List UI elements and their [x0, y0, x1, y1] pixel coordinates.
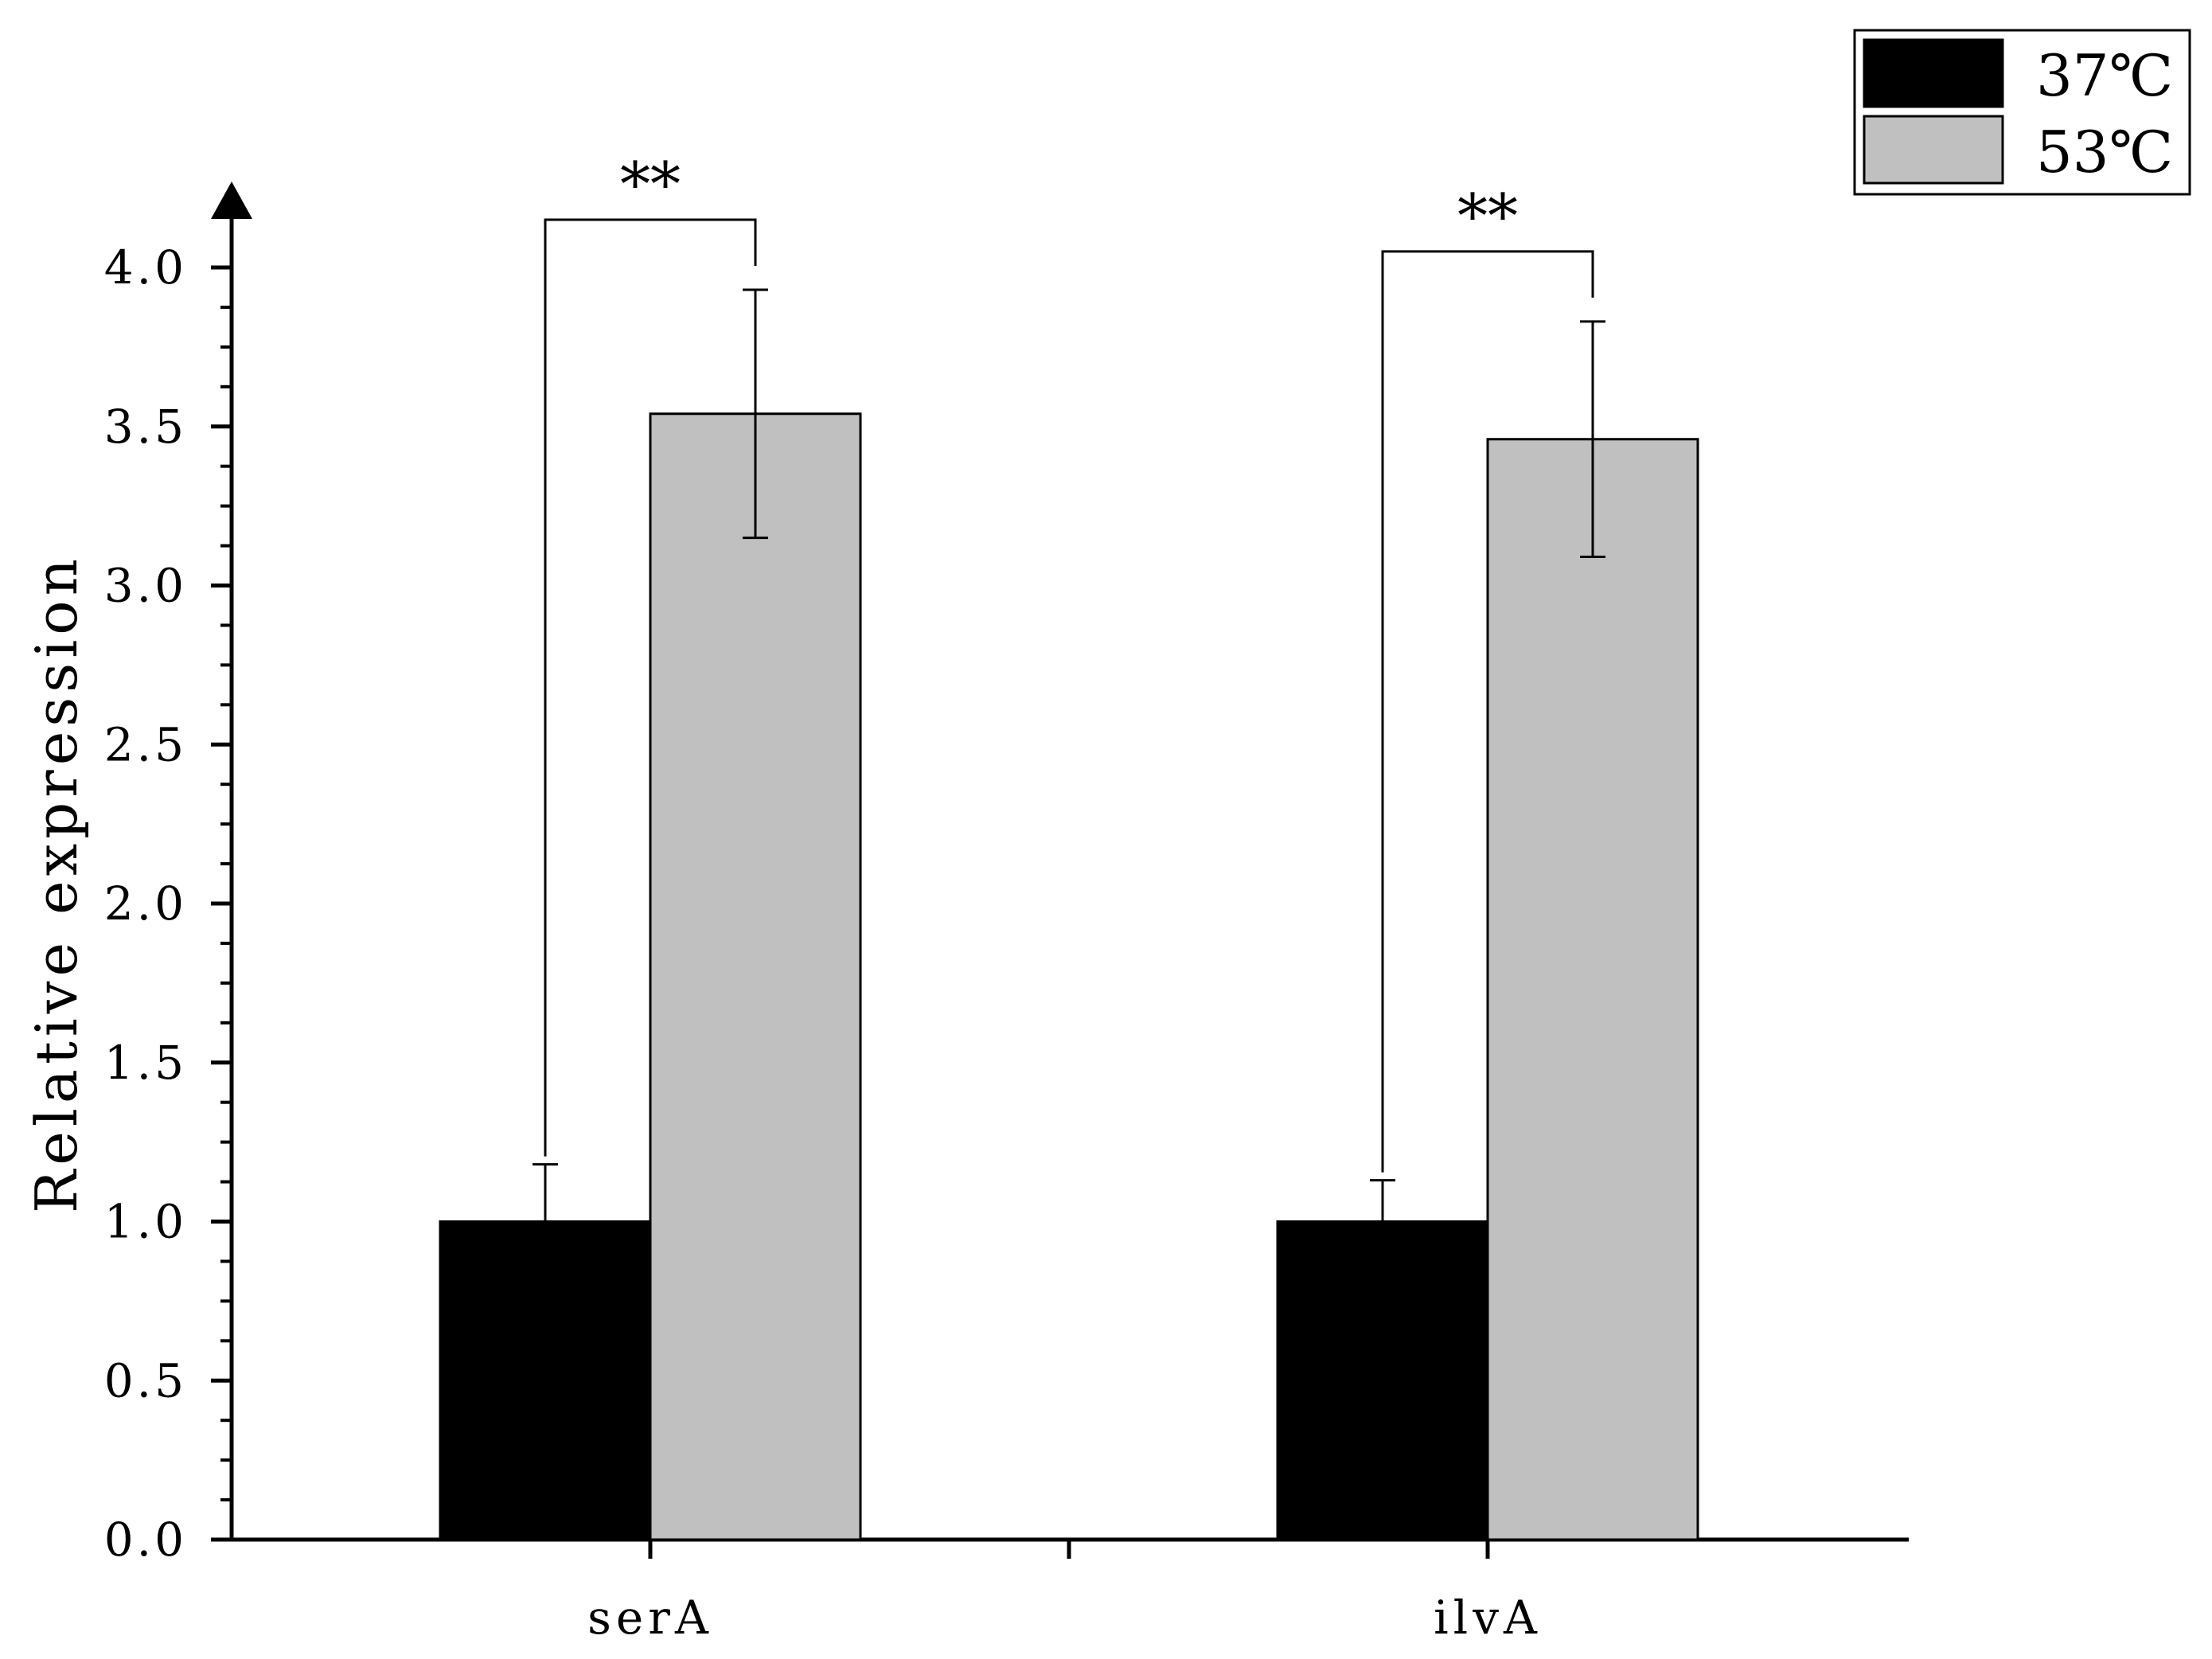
y-tick-label: 3.5	[104, 400, 187, 454]
bar	[439, 1220, 652, 1541]
y-tick-label: 2.0	[104, 876, 187, 931]
x-ticks	[648, 1540, 1490, 1559]
bar	[1486, 438, 1699, 1541]
legend-label: 53℃	[2036, 119, 2173, 185]
x-axis: serA ilvA	[232, 1537, 1909, 1645]
x-tick-label: ilvA	[1434, 1591, 1542, 1645]
y-tick-label: 1.5	[104, 1036, 187, 1090]
y-minor-ticks	[220, 305, 232, 1502]
legend-swatch	[1863, 115, 2004, 185]
significance-brackets: ** **	[544, 149, 1594, 1173]
significance-label: **	[620, 149, 681, 220]
y-tick-label: 0.5	[104, 1353, 187, 1407]
legend-items: 37℃53℃	[1863, 38, 2173, 185]
y-tick-label: 1.0	[104, 1195, 187, 1249]
bar	[1276, 1220, 1489, 1541]
legend: 37℃53℃	[1853, 29, 2191, 196]
significance-label: **	[1457, 181, 1518, 252]
bar	[649, 412, 862, 1541]
legend-label: 37℃	[2036, 42, 2173, 109]
y-tick-label: 3.0	[104, 559, 187, 613]
y-ticks	[211, 265, 232, 1542]
y-tick-labels: 0.0 0.5 1.0 1.5 2.0 2.5 3.0 3.5 4.0	[104, 240, 187, 1567]
bars	[439, 412, 1699, 1541]
y-axis: 0.0 0.5 1.0 1.5 2.0 2.5 3.0 3.5 4.0	[104, 182, 252, 1567]
y-tick-label: 4.0	[104, 240, 187, 295]
y-tick-label: 0.0	[104, 1513, 187, 1567]
x-tick-label: serA	[587, 1591, 713, 1645]
x-tick-labels: serA ilvA	[587, 1591, 1542, 1645]
y-axis-arrow	[211, 182, 252, 219]
y-tick-label: 2.5	[104, 717, 187, 771]
legend-swatch	[1863, 38, 2004, 108]
significance-bracket	[544, 218, 757, 1157]
y-axis-title: Relative expression	[23, 554, 90, 1213]
error-bars	[533, 288, 1605, 1222]
significance-bracket	[1381, 250, 1594, 1173]
